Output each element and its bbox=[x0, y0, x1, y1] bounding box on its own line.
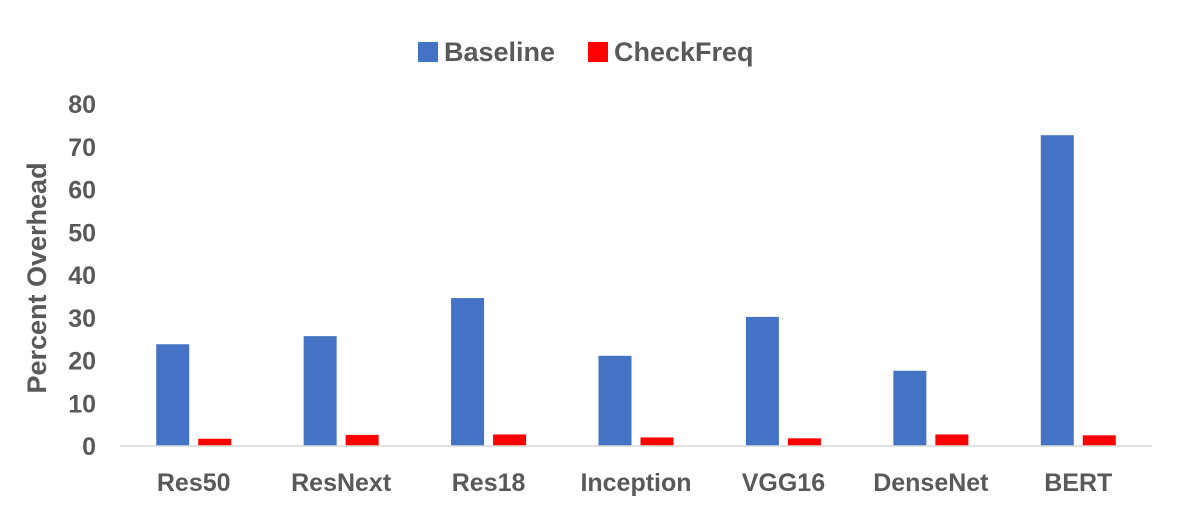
bar-checkfreq-vgg16 bbox=[787, 438, 821, 446]
bar-baseline-res50 bbox=[156, 344, 190, 446]
bar-baseline-inception bbox=[598, 355, 632, 446]
bar-baseline-bert bbox=[1040, 135, 1074, 446]
y-tick-label: 80 bbox=[68, 91, 96, 119]
y-tick-label: 30 bbox=[68, 305, 96, 333]
x-axis-labels: Res50 ResNext Res18 Inception VGG16 DenseNet B… bbox=[157, 469, 1112, 497]
x-tick-label: ResNext bbox=[291, 469, 392, 497]
y-tick-label: 50 bbox=[68, 219, 96, 247]
bar-checkfreq-densenet bbox=[935, 434, 969, 446]
y-tick-label: 60 bbox=[68, 177, 96, 205]
x-tick-label: Res50 bbox=[157, 469, 231, 497]
x-tick-label: BERT bbox=[1044, 469, 1112, 497]
bar-checkfreq-bert bbox=[1082, 435, 1116, 446]
legend-swatch-checkfreq bbox=[588, 42, 608, 62]
x-tick-label: DenseNet bbox=[873, 469, 989, 497]
x-tick-label: Inception bbox=[580, 469, 691, 497]
bar-baseline-vgg16 bbox=[745, 316, 779, 446]
bar-checkfreq-res18 bbox=[493, 434, 527, 446]
bars bbox=[156, 135, 1116, 446]
y-tick-label: 70 bbox=[68, 134, 96, 162]
bar-checkfreq-res50 bbox=[198, 438, 232, 446]
x-tick-label: Res18 bbox=[452, 469, 526, 497]
bar-checkfreq-inception bbox=[640, 437, 674, 446]
y-axis-title: Percent Overhead bbox=[22, 162, 52, 393]
y-tick-label: 0 bbox=[82, 433, 96, 461]
bar-baseline-densenet bbox=[893, 370, 927, 446]
legend-label-checkfreq: CheckFreq bbox=[614, 37, 754, 67]
bar-baseline-res18 bbox=[451, 298, 485, 446]
legend-swatch-baseline bbox=[418, 42, 438, 62]
y-axis-ticks: 0 10 20 30 40 50 60 70 80 bbox=[68, 91, 96, 461]
y-tick-label: 10 bbox=[68, 390, 96, 418]
bar-baseline-resnext bbox=[303, 336, 337, 446]
legend: Baseline CheckFreq bbox=[418, 37, 754, 67]
bar-checkfreq-resnext bbox=[345, 434, 379, 446]
y-tick-label: 20 bbox=[68, 348, 96, 376]
x-tick-label: VGG16 bbox=[742, 469, 825, 497]
y-tick-label: 40 bbox=[68, 262, 96, 290]
legend-label-baseline: Baseline bbox=[444, 37, 555, 67]
